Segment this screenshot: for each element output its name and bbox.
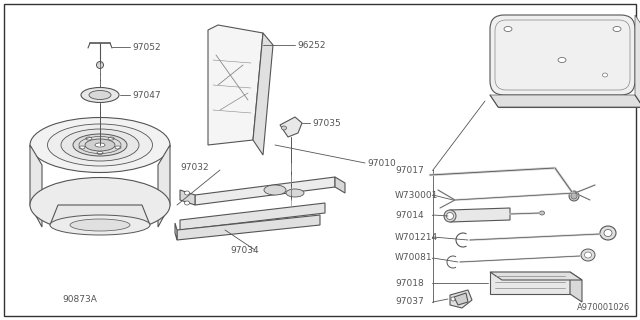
Polygon shape bbox=[490, 95, 640, 107]
Ellipse shape bbox=[61, 129, 139, 161]
Ellipse shape bbox=[613, 27, 621, 31]
Ellipse shape bbox=[95, 143, 105, 147]
Ellipse shape bbox=[584, 252, 591, 258]
Ellipse shape bbox=[85, 139, 115, 151]
Ellipse shape bbox=[282, 126, 287, 130]
Polygon shape bbox=[180, 203, 325, 230]
Text: 97047: 97047 bbox=[132, 91, 161, 100]
Ellipse shape bbox=[47, 124, 152, 166]
Polygon shape bbox=[180, 190, 195, 205]
Polygon shape bbox=[175, 223, 177, 240]
Ellipse shape bbox=[89, 91, 111, 100]
Ellipse shape bbox=[571, 193, 577, 199]
FancyBboxPatch shape bbox=[490, 15, 635, 95]
Polygon shape bbox=[50, 205, 150, 225]
Text: 97018: 97018 bbox=[395, 278, 424, 287]
Ellipse shape bbox=[97, 151, 103, 155]
Ellipse shape bbox=[30, 178, 170, 233]
Ellipse shape bbox=[447, 212, 454, 220]
Text: 97052: 97052 bbox=[132, 43, 161, 52]
Text: W701214: W701214 bbox=[395, 233, 438, 242]
Ellipse shape bbox=[286, 189, 304, 197]
Polygon shape bbox=[454, 293, 468, 305]
Ellipse shape bbox=[184, 201, 189, 205]
Ellipse shape bbox=[86, 137, 92, 140]
Ellipse shape bbox=[73, 134, 127, 156]
Polygon shape bbox=[490, 272, 582, 280]
Ellipse shape bbox=[540, 211, 545, 215]
Polygon shape bbox=[450, 290, 472, 308]
Polygon shape bbox=[570, 272, 582, 302]
Text: 97034: 97034 bbox=[230, 245, 259, 254]
Ellipse shape bbox=[600, 226, 616, 240]
Polygon shape bbox=[490, 272, 570, 294]
Text: 96252: 96252 bbox=[297, 41, 326, 50]
Polygon shape bbox=[30, 145, 42, 227]
Polygon shape bbox=[177, 215, 320, 240]
Ellipse shape bbox=[444, 210, 456, 222]
Polygon shape bbox=[450, 208, 510, 222]
Text: 97037: 97037 bbox=[395, 298, 424, 307]
Ellipse shape bbox=[79, 146, 85, 149]
Ellipse shape bbox=[264, 185, 286, 195]
Ellipse shape bbox=[558, 58, 566, 62]
Text: 97014: 97014 bbox=[395, 211, 424, 220]
Polygon shape bbox=[195, 177, 335, 205]
Ellipse shape bbox=[108, 137, 114, 140]
Polygon shape bbox=[280, 117, 302, 137]
Ellipse shape bbox=[504, 27, 512, 31]
Ellipse shape bbox=[50, 215, 150, 235]
Text: W730001: W730001 bbox=[395, 190, 438, 199]
Text: 97010: 97010 bbox=[367, 158, 396, 167]
Ellipse shape bbox=[81, 87, 119, 102]
Polygon shape bbox=[635, 15, 640, 107]
Ellipse shape bbox=[602, 73, 607, 77]
Text: 97032: 97032 bbox=[180, 163, 209, 172]
Polygon shape bbox=[158, 145, 170, 227]
Ellipse shape bbox=[30, 117, 170, 172]
Ellipse shape bbox=[604, 229, 612, 236]
Polygon shape bbox=[253, 33, 273, 155]
Polygon shape bbox=[335, 177, 345, 193]
Ellipse shape bbox=[184, 191, 189, 195]
Text: 90873A: 90873A bbox=[63, 295, 97, 305]
Polygon shape bbox=[208, 25, 263, 145]
Text: 97035: 97035 bbox=[312, 118, 340, 127]
Ellipse shape bbox=[451, 297, 455, 301]
Ellipse shape bbox=[97, 61, 104, 68]
Text: A970001026: A970001026 bbox=[577, 303, 630, 312]
Text: 97017: 97017 bbox=[395, 165, 424, 174]
Text: W70081: W70081 bbox=[395, 253, 433, 262]
Ellipse shape bbox=[70, 219, 130, 231]
Ellipse shape bbox=[581, 249, 595, 261]
Ellipse shape bbox=[115, 146, 121, 149]
Ellipse shape bbox=[569, 191, 579, 201]
